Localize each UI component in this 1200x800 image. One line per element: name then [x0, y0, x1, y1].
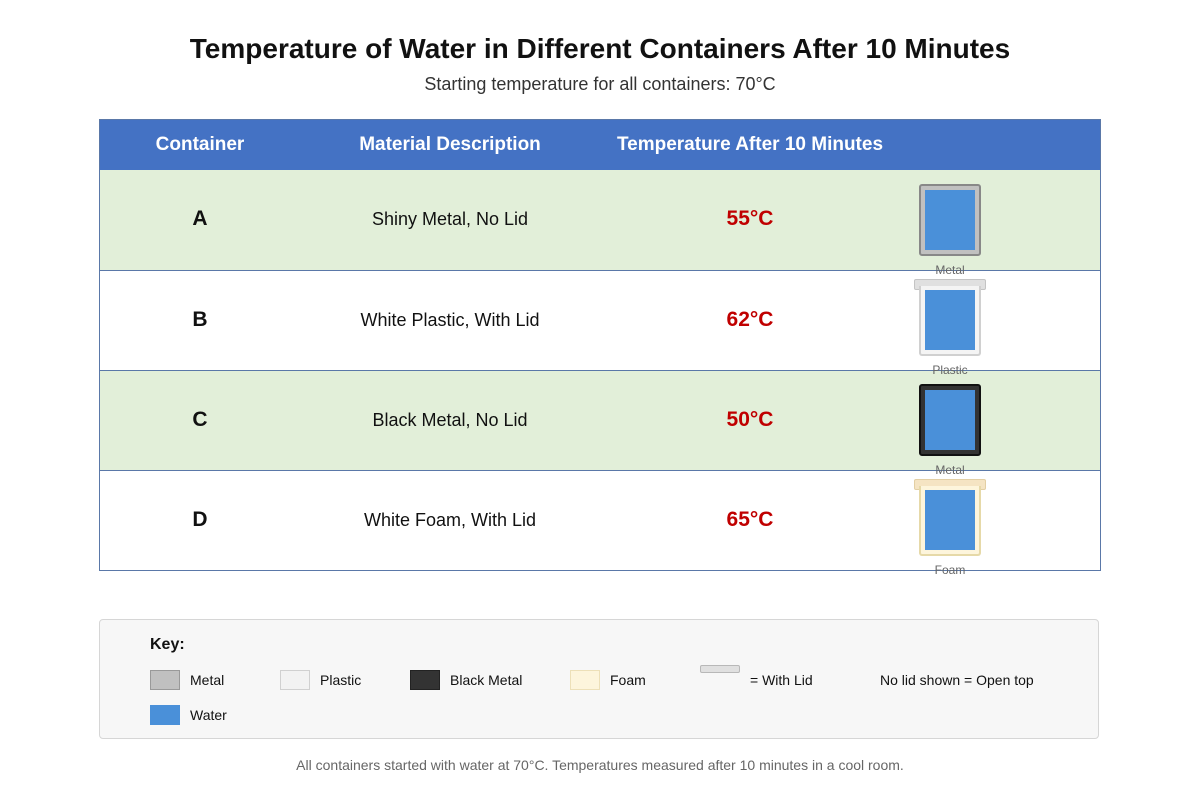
temperature-value: 55°C [726, 207, 774, 230]
water-icon [925, 190, 975, 250]
container-icon-label: Metal [935, 263, 965, 277]
water-icon [925, 490, 975, 550]
page-title: Temperature of Water in Different Contai… [189, 33, 1011, 64]
container-letter: B [192, 308, 208, 331]
black-metal-swatch-icon [410, 670, 440, 690]
header-temperature: Temperature After 10 Minutes [616, 134, 884, 155]
metal-swatch-icon [150, 670, 180, 690]
temperature-value: 50°C [726, 408, 774, 431]
material-description: White Foam, With Lid [363, 510, 537, 530]
legend-label-black-metal: Black Metal [450, 672, 523, 688]
legend-label-metal: Metal [190, 672, 225, 688]
container-letter: A [192, 207, 208, 230]
water-icon [925, 290, 975, 350]
water-icon [925, 390, 975, 450]
lid-swatch-icon [700, 665, 740, 673]
legend-label-water: Water [190, 707, 227, 723]
footnote: All containers started with water at 70°… [296, 757, 904, 773]
temperature-value: 65°C [726, 508, 774, 531]
legend-note: No lid shown = Open top [880, 672, 1034, 688]
foam-swatch-icon [570, 670, 600, 690]
material-description: Shiny Metal, No Lid [371, 209, 529, 229]
legend-label-foam: Foam [610, 672, 646, 688]
foam-container-icon [919, 486, 981, 556]
black-metal-container-icon [919, 384, 981, 456]
header-material: Material Description [359, 134, 541, 155]
material-description: White Plastic, With Lid [360, 310, 540, 330]
container-icon-label: Metal [935, 463, 965, 477]
legend: Key: Metal Plastic Black Metal Foam = Wi… [99, 619, 1099, 739]
legend-title: Key: [150, 636, 185, 653]
container-letter: D [192, 508, 208, 531]
material-description: Black Metal, No Lid [372, 410, 528, 430]
plastic-swatch-icon [280, 670, 310, 690]
page-subtitle: Starting temperature for all containers:… [424, 74, 776, 94]
water-swatch-icon [150, 705, 180, 725]
legend-label-plastic: Plastic [320, 672, 362, 688]
table-header: Container Material Description Temperatu… [100, 120, 1100, 171]
temperature-value: 62°C [726, 308, 774, 331]
container-icon-label: Plastic [932, 363, 968, 377]
container-letter: C [192, 408, 208, 431]
container-icon-label: Foam [934, 563, 966, 577]
legend-label-lid: = With Lid [750, 672, 813, 688]
header-container: Container [155, 134, 245, 155]
plastic-container-icon [919, 286, 981, 356]
metal-container-icon [919, 184, 981, 256]
